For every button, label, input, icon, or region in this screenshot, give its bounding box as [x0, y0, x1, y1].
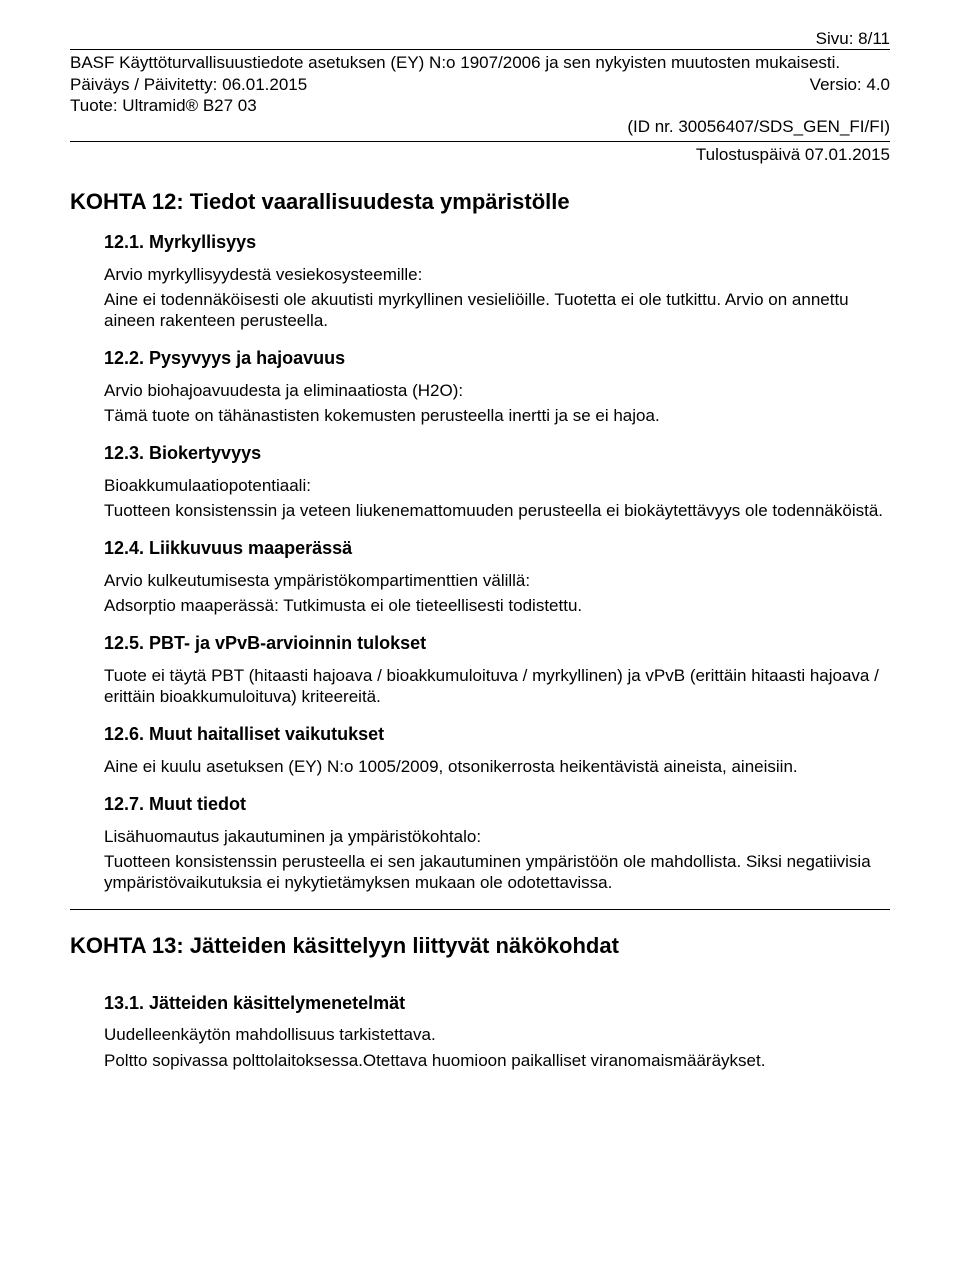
- text-12-2-a: Arvio biohajoavuudesta ja eliminaatiosta…: [104, 380, 890, 401]
- header-print-date: Tulostuspäivä 07.01.2015: [70, 144, 890, 165]
- text-12-3-b: Tuotteen konsistenssin ja veteen liukene…: [104, 500, 890, 521]
- text-12-1-b: Aine ei todennäköisesti ole akuutisti my…: [104, 289, 890, 332]
- heading-12-6: 12.6. Muut haitalliset vaikutukset: [104, 723, 890, 746]
- header-id: (ID nr. 30056407/SDS_GEN_FI/FI): [70, 116, 890, 137]
- section-12-title: KOHTA 12: Tiedot vaarallisuudesta ympäri…: [70, 188, 890, 216]
- heading-12-7: 12.7. Muut tiedot: [104, 793, 890, 816]
- text-12-1-a: Arvio myrkyllisyydestä vesiekosysteemill…: [104, 264, 890, 285]
- section-divider: [70, 909, 890, 910]
- section-13-title: KOHTA 13: Jätteiden käsittelyyn liittyvä…: [70, 932, 890, 960]
- heading-12-2: 12.2. Pysyvyys ja hajoavuus: [104, 347, 890, 370]
- header-rule-bottom: [70, 141, 890, 142]
- text-12-7-b: Tuotteen konsistenssin perusteella ei se…: [104, 851, 890, 894]
- heading-12-5: 12.5. PBT- ja vPvB-arvioinnin tulokset: [104, 632, 890, 655]
- header-date: Päiväys / Päivitetty: 06.01.2015: [70, 74, 307, 95]
- header-version: Versio: 4.0: [810, 74, 890, 95]
- page-number: Sivu: 8/11: [70, 28, 890, 49]
- text-13-1-b: Poltto sopivassa polttolaitoksessa.Otett…: [104, 1050, 890, 1071]
- text-13-1-a: Uudelleenkäytön mahdollisuus tarkistetta…: [104, 1024, 890, 1045]
- text-12-7-a: Lisähuomautus jakautuminen ja ympäristök…: [104, 826, 890, 847]
- text-12-3-a: Bioakkumulaatiopotentiaali:: [104, 475, 890, 496]
- text-12-6-a: Aine ei kuulu asetuksen (EY) N:o 1005/20…: [104, 756, 890, 777]
- heading-13-1: 13.1. Jätteiden käsittelymenetelmät: [104, 992, 890, 1015]
- heading-12-3: 12.3. Biokertyvyys: [104, 442, 890, 465]
- text-12-2-b: Tämä tuote on tähänastisten kokemusten p…: [104, 405, 890, 426]
- header-product: Tuote: Ultramid® B27 03: [70, 95, 890, 116]
- text-12-4-a: Arvio kulkeutumisesta ympäristökompartim…: [104, 570, 890, 591]
- text-12-4-b: Adsorptio maaperässä: Tutkimusta ei ole …: [104, 595, 890, 616]
- heading-12-1: 12.1. Myrkyllisyys: [104, 231, 890, 254]
- text-12-5-a: Tuote ei täytä PBT (hitaasti hajoava / b…: [104, 665, 890, 708]
- header-rule-top: [70, 49, 890, 50]
- header-block: BASF Käyttöturvallisuustiedote asetuksen…: [70, 52, 890, 137]
- heading-12-4: 12.4. Liikkuvuus maaperässä: [104, 537, 890, 560]
- header-compliance-line: BASF Käyttöturvallisuustiedote asetuksen…: [70, 52, 890, 73]
